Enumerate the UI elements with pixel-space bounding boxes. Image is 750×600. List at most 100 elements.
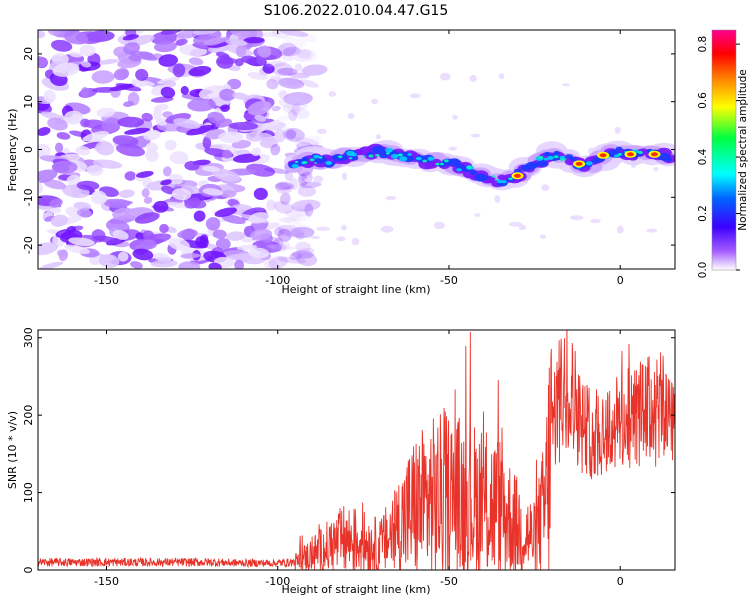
noise-blob [540, 234, 546, 239]
colorbar-gradient [712, 30, 736, 270]
noise-blob [103, 198, 131, 208]
ridge-blob [553, 155, 559, 159]
noise-blob [301, 64, 328, 76]
ridge-hotspot-core [650, 152, 658, 157]
noise-blob [124, 127, 151, 135]
noise-blob [188, 57, 204, 66]
noise-blob [184, 197, 201, 209]
colorbar-tick-label: 0.2 [697, 205, 709, 222]
noise-blob [136, 170, 154, 178]
noise-blob [186, 124, 215, 136]
noise-blob [141, 239, 157, 250]
noise-blob [160, 86, 176, 99]
spectrogram-x-tick-label: 0 [617, 274, 624, 287]
noise-blob [38, 143, 51, 157]
colorbar-tick-label: 0.8 [697, 36, 709, 53]
noise-blob [494, 195, 501, 203]
noise-blob [508, 222, 523, 227]
snr-x-tick-label: -100 [265, 575, 290, 588]
noise-blob [212, 229, 227, 239]
noise-blob [177, 229, 198, 239]
spectrogram-x-tick-label: -100 [265, 274, 290, 287]
snr-panel: -150 -100 -50 0 0 100 200 300 Height of straig… [6, 327, 676, 596]
ridge-hotspot-core [575, 161, 583, 166]
noise-blob [112, 229, 129, 240]
noise-blob [277, 42, 297, 57]
noise-blob [266, 199, 277, 211]
spectrogram-y-tick-label: 0 [22, 146, 35, 153]
ridge-blob [349, 157, 353, 160]
noise-blob [38, 127, 51, 136]
noise-blob [143, 196, 153, 204]
ridge-blob [456, 168, 462, 172]
noise-blob [219, 88, 236, 101]
noise-blob [65, 206, 81, 217]
snr-background [38, 330, 675, 570]
noise-blob [80, 118, 91, 128]
noise-blob [135, 68, 149, 81]
noise-blob [98, 254, 120, 268]
noise-blob [173, 118, 201, 129]
noise-blob [159, 223, 169, 234]
noise-blob [277, 256, 307, 264]
noise-blob [38, 30, 46, 38]
noise-blob [298, 79, 319, 88]
ridge-blob [529, 162, 539, 168]
noise-blob [219, 104, 231, 112]
noise-blob [646, 228, 658, 233]
noise-blob [291, 103, 301, 116]
colorbar-tick-label: 0.4 [697, 148, 709, 165]
ridge-blob [390, 153, 399, 159]
noise-blob [232, 153, 261, 163]
snr-y-tick-label: 200 [22, 405, 35, 426]
noise-blob [270, 243, 287, 253]
noise-blob [469, 74, 477, 82]
spectrogram-y-tick-label: 10 [22, 95, 35, 109]
ridge-blob [481, 175, 489, 180]
ridge-blob [385, 147, 393, 153]
ridge-blob [514, 168, 522, 174]
noise-blob [256, 119, 281, 129]
noise-blob [284, 209, 310, 217]
ridge-blob [301, 156, 309, 161]
noise-blob [211, 168, 241, 182]
noise-blob [248, 212, 270, 224]
noise-blob [79, 44, 96, 57]
colorbar: 0.0 0.2 0.4 0.6 0.8 Normalized spectral ampl… [697, 29, 749, 278]
noise-blob [273, 237, 284, 251]
spectrogram-x-tick-label: -150 [94, 274, 119, 287]
noise-blob [68, 237, 95, 247]
noise-blob [124, 171, 137, 181]
noise-blob [56, 132, 71, 140]
noise-blob [150, 259, 178, 268]
noise-blob [64, 244, 90, 254]
noise-blob [165, 202, 192, 209]
noise-blob [336, 236, 346, 242]
noise-blob [63, 110, 84, 125]
ridge-blob [615, 146, 623, 151]
ridge-blob [560, 158, 565, 161]
ridge-blob [295, 161, 299, 163]
noise-blob [270, 144, 281, 156]
noise-blob [221, 214, 246, 225]
noise-blob [316, 226, 331, 231]
ridge-blob [508, 177, 513, 180]
noise-blob [653, 167, 659, 172]
colorbar-ticks: 0.0 0.2 0.4 0.6 0.8 [697, 36, 740, 278]
noise-blob [232, 92, 250, 100]
noise-blob [272, 62, 294, 77]
noise-blob [266, 79, 279, 90]
ridge-blob [368, 154, 374, 158]
noise-blob [273, 200, 294, 214]
ridge-blob [585, 161, 593, 166]
noise-blob [269, 75, 281, 82]
snr-x-tick-label: -50 [440, 575, 458, 588]
noise-blob [171, 188, 192, 201]
ridge-blob [400, 151, 410, 157]
noise-blob [96, 58, 119, 65]
noise-blob [129, 50, 158, 61]
noise-blob [292, 211, 302, 223]
noise-blob [80, 60, 92, 68]
noise-blob [50, 39, 73, 52]
